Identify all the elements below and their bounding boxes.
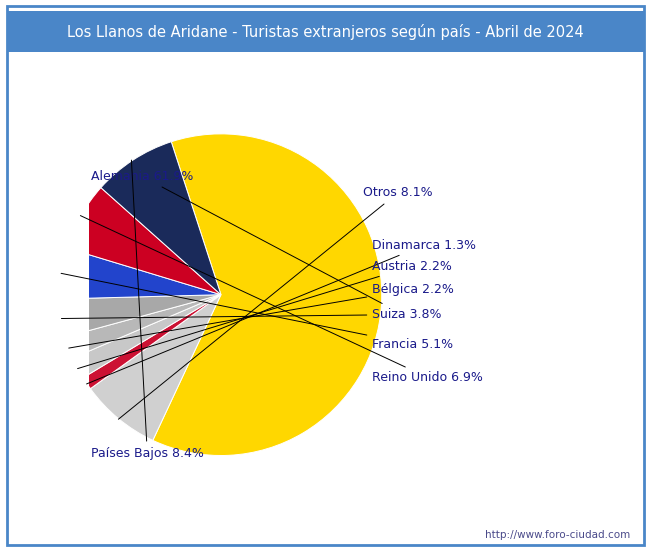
Wedge shape [153,134,382,455]
Wedge shape [60,248,221,299]
Wedge shape [83,295,221,389]
Text: Francia 5.1%: Francia 5.1% [61,273,454,351]
Text: Austria 2.2%: Austria 2.2% [77,260,452,368]
Text: Alemania 61.9%: Alemania 61.9% [91,170,382,304]
Wedge shape [101,142,221,295]
Wedge shape [90,295,221,441]
Wedge shape [66,295,221,358]
Text: Suiza 3.8%: Suiza 3.8% [62,308,442,321]
Wedge shape [67,188,221,295]
Text: Otros 8.1%: Otros 8.1% [118,186,432,419]
Wedge shape [73,295,221,378]
Wedge shape [60,295,221,337]
Text: Los Llanos de Aridane - Turistas extranjeros según país - Abril de 2024: Los Llanos de Aridane - Turistas extranj… [66,24,584,40]
Text: Dinamarca 1.3%: Dinamarca 1.3% [86,239,476,384]
Text: Reino Unido 6.9%: Reino Unido 6.9% [81,216,483,384]
Text: Países Bajos 8.4%: Países Bajos 8.4% [91,160,203,460]
Text: Bélgica 2.2%: Bélgica 2.2% [69,283,454,348]
Text: http://www.foro-ciudad.com: http://www.foro-ciudad.com [486,530,630,540]
